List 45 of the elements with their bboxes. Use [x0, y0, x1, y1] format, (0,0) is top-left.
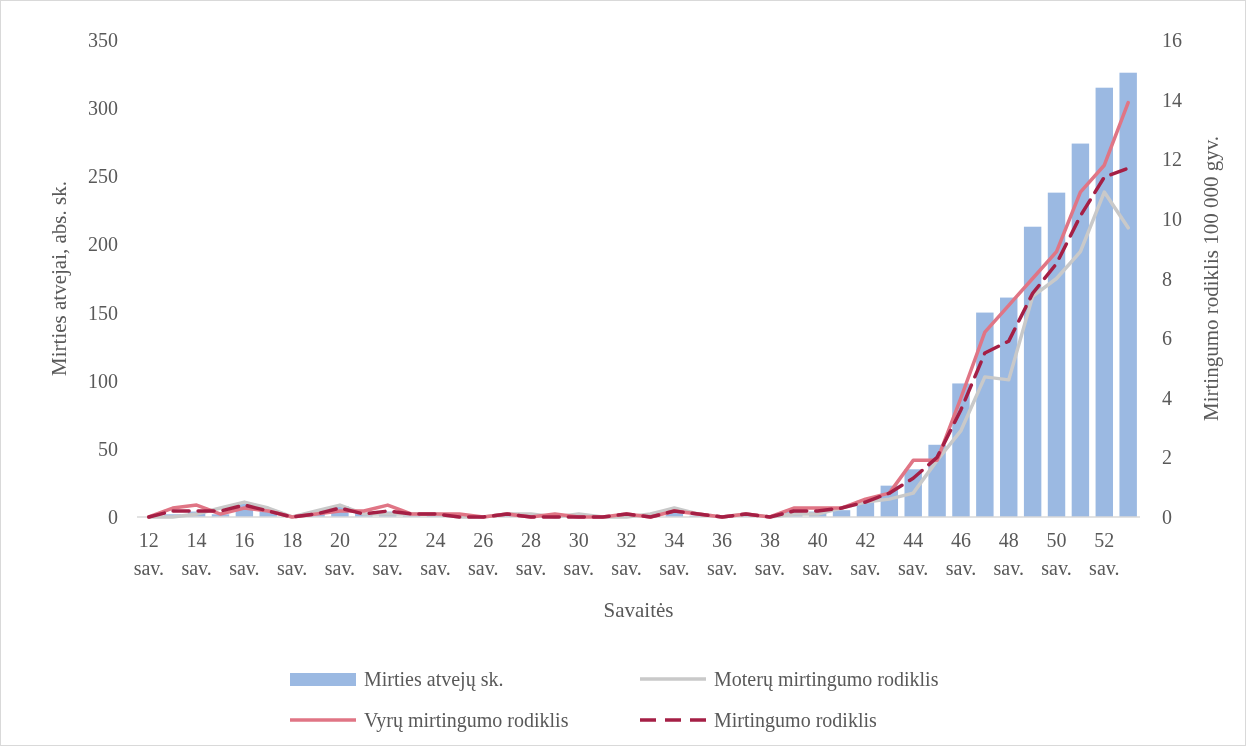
x-tick-label: 52 sav.	[1089, 529, 1120, 579]
x-tick-label: 44 sav.	[898, 529, 929, 579]
y-tick-label: 0	[108, 506, 118, 528]
y2-tick-label: 8	[1162, 267, 1172, 290]
x-tick-label: 46 sav.	[945, 529, 977, 579]
x-tick-label: 20 sav.	[324, 529, 356, 579]
x-axis-title: Savaitės	[603, 598, 674, 622]
y2-tick-label: 16	[1162, 29, 1182, 51]
y2-tick-label: 2	[1162, 446, 1172, 469]
y2-tick-label: 10	[1162, 207, 1182, 230]
x-tick-label: 16 sav.	[229, 529, 260, 579]
y2-tick-label: 14	[1162, 88, 1182, 111]
x-tick-label: 14 sav.	[181, 529, 212, 579]
x-tick-label: 34 sav.	[659, 529, 690, 579]
y-tick-label: 200	[88, 233, 118, 256]
x-tick-label: 36 sav.	[706, 529, 738, 579]
x-tick-label: 32 sav.	[611, 529, 642, 579]
y-tick-label: 50	[98, 437, 118, 460]
legend-label: Moterų mirtingumo rodiklis	[714, 668, 939, 691]
legend-label: Mirtingumo rodiklis	[714, 709, 877, 732]
x-tick-label: 22 sav.	[372, 529, 403, 579]
x-tick-label: 48 sav.	[993, 529, 1024, 579]
y-tick-label: 250	[88, 165, 118, 188]
y2-tick-label: 6	[1162, 327, 1172, 350]
y2-axis-title: Mirtingumo rodiklis 100 000 gyv.	[1199, 135, 1223, 422]
x-tick-label: 42 sav.	[850, 529, 881, 579]
x-tick-label: 26 sav.	[468, 529, 499, 579]
y-axis-title: Mirties atvejai, abs. sk.	[47, 181, 71, 376]
x-tick-label: 12 sav.	[133, 529, 165, 579]
x-tick-label: 40 sav.	[802, 529, 833, 579]
y-tick-label: 300	[88, 97, 118, 120]
x-tick-label: 18 sav.	[276, 529, 308, 579]
legend-label: Mirties atvejų sk.	[364, 668, 504, 691]
y2-tick-label: 12	[1162, 148, 1182, 171]
x-tick-label: 28 sav.	[515, 529, 547, 579]
y2-tick-label: 4	[1162, 386, 1172, 409]
y2-tick-label: 0	[1162, 506, 1172, 528]
y-tick-label: 100	[88, 369, 118, 392]
x-tick-label: 30 sav.	[563, 529, 594, 579]
y-tick-label: 150	[88, 301, 118, 324]
x-tick-label: 38 sav.	[754, 529, 786, 579]
x-tick-label: 24 sav.	[420, 529, 451, 579]
x-tick-label: 50 sav.	[1041, 529, 1072, 579]
legend-label: Vyrų mirtingumo rodiklis	[364, 709, 569, 732]
y-tick-label: 350	[88, 29, 118, 51]
